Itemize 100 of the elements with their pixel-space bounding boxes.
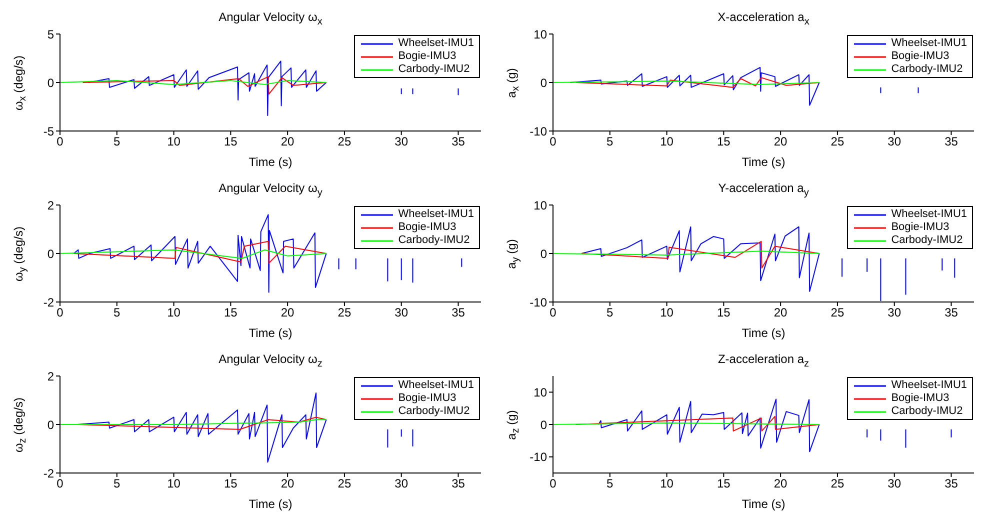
legend-label: Carbody-IMU2	[398, 405, 470, 418]
x-tick-label: 5	[114, 134, 121, 149]
x-tick-label: 30	[888, 134, 902, 149]
y-tick-label: -10	[530, 295, 548, 310]
y-tick-label: -10	[530, 124, 548, 138]
y-tick-label: -2	[43, 466, 54, 480]
x-tick-label: 30	[888, 476, 902, 491]
y-tick-label: -10	[530, 450, 548, 464]
x-axis-title: Time (s)	[740, 326, 786, 340]
chart-title: Angular Velocity ω$_{x}$	[218, 10, 324, 28]
x-tick-label: 15	[716, 306, 731, 320]
y-tick-label: 0	[47, 418, 54, 432]
x-tick-label: 0	[550, 134, 557, 149]
x-tick-label: 35	[452, 306, 466, 320]
x-axis-title: Time (s)	[740, 497, 786, 511]
y-tick-label: 0	[540, 76, 548, 90]
legend-label: Bogie-IMU3	[891, 392, 950, 405]
line-series	[580, 240, 820, 269]
y-tick-label: 0	[47, 76, 54, 90]
x-tick-label: 0	[550, 476, 557, 491]
legend-label: Wheelset-IMU1	[398, 379, 474, 392]
x-tick-label: 0	[550, 306, 557, 320]
x-tick-label: 5	[606, 476, 614, 491]
y-tick-label: 10	[534, 27, 548, 42]
x-tick-label: 15	[224, 134, 238, 149]
chart-title: Angular Velocity ω$_{z}$	[218, 352, 324, 370]
x-tick-label: 35	[944, 306, 958, 320]
y-tick-label: -5	[43, 124, 54, 138]
y-tick-label: 0	[47, 246, 54, 261]
x-tick-label: 10	[660, 476, 674, 491]
legend-label: Carbody-IMU2	[891, 405, 963, 418]
line-series	[60, 249, 327, 259]
x-tick-label: 15	[716, 134, 731, 149]
x-tick-label: 25	[338, 134, 352, 149]
legend-label: Wheelset-IMU1	[891, 208, 967, 221]
x-tick-label: 35	[452, 134, 466, 149]
x-tick-label: 35	[944, 476, 958, 491]
x-tick-label: 20	[280, 306, 295, 320]
x-tick-label: 25	[830, 476, 844, 491]
chart-title: Angular Velocity ω$_{y}$	[218, 181, 324, 198]
legend-label: Bogie-IMU3	[891, 221, 950, 234]
x-axis-title: Time (s)	[248, 497, 294, 511]
x-tick-label: 30	[394, 476, 408, 491]
y-tick-label: -2	[43, 295, 54, 310]
x-tick-label: 20	[774, 134, 788, 149]
chart-title: Y-acceleration a$_{y}$	[717, 181, 810, 198]
legend-label: Carbody-IMU2	[398, 234, 470, 247]
y-tick-label: 10	[534, 198, 548, 212]
chart-title: Z-acceleration a$_{z}$	[716, 352, 810, 370]
x-axis-title: Time (s)	[248, 326, 294, 340]
x-tick-label: 10	[167, 134, 181, 149]
y-tick-label: 10	[534, 385, 548, 400]
x-tick-label: 5	[606, 306, 614, 320]
x-tick-label: 10	[660, 306, 674, 320]
legend-label: Wheelset-IMU1	[398, 208, 474, 221]
legend-label: Wheelset-IMU1	[398, 37, 474, 50]
x-tick-label: 15	[716, 476, 731, 491]
x-tick-label: 25	[830, 306, 844, 320]
y-tick-label: 5	[47, 27, 54, 42]
legend-label: Bogie-IMU3	[891, 50, 950, 63]
line-series	[575, 416, 820, 432]
x-axis-title: Time (s)	[248, 155, 294, 169]
x-tick-label: 5	[114, 306, 121, 320]
legend-label: Carbody-IMU2	[891, 63, 963, 76]
x-tick-label: 25	[830, 134, 844, 149]
legend-label: Bogie-IMU3	[398, 50, 456, 63]
x-tick-label: 20	[774, 476, 788, 491]
x-tick-label: 35	[452, 476, 466, 491]
x-tick-label: 20	[280, 476, 295, 491]
x-tick-label: 30	[888, 306, 902, 320]
x-tick-label: 10	[660, 134, 674, 149]
x-tick-label: 0	[56, 306, 64, 320]
x-tick-label: 15	[224, 476, 238, 491]
x-tick-label: 0	[56, 134, 64, 149]
legend-label: Carbody-IMU2	[891, 234, 963, 247]
x-tick-label: 0	[56, 476, 64, 491]
legend-label: Wheelset-IMU1	[891, 379, 967, 392]
x-tick-label: 15	[224, 306, 238, 320]
x-tick-label: 35	[944, 134, 958, 149]
x-tick-label: 10	[167, 476, 181, 491]
y-tick-label: 2	[47, 198, 54, 212]
x-tick-label: 5	[114, 476, 121, 491]
x-tick-label: 25	[338, 476, 352, 491]
legend-label: Bogie-IMU3	[398, 221, 456, 234]
x-tick-label: 25	[338, 306, 352, 320]
x-tick-label: 30	[394, 134, 408, 149]
line-series	[82, 76, 327, 95]
legend-label: Carbody-IMU2	[398, 63, 470, 76]
x-tick-label: 20	[280, 134, 295, 149]
y-tick-label: 2	[47, 369, 54, 384]
line-series	[73, 240, 327, 264]
x-tick-label: 10	[167, 306, 181, 320]
x-tick-label: 30	[394, 306, 408, 320]
y-tick-label: 0	[540, 418, 548, 432]
x-axis-title: Time (s)	[740, 155, 786, 169]
y-tick-label: 0	[540, 246, 548, 261]
x-tick-label: 20	[774, 306, 788, 320]
legend-label: Bogie-IMU3	[398, 392, 456, 405]
chart-title: X-acceleration a$_{x}$	[716, 10, 810, 28]
legend-label: Wheelset-IMU1	[891, 37, 967, 50]
